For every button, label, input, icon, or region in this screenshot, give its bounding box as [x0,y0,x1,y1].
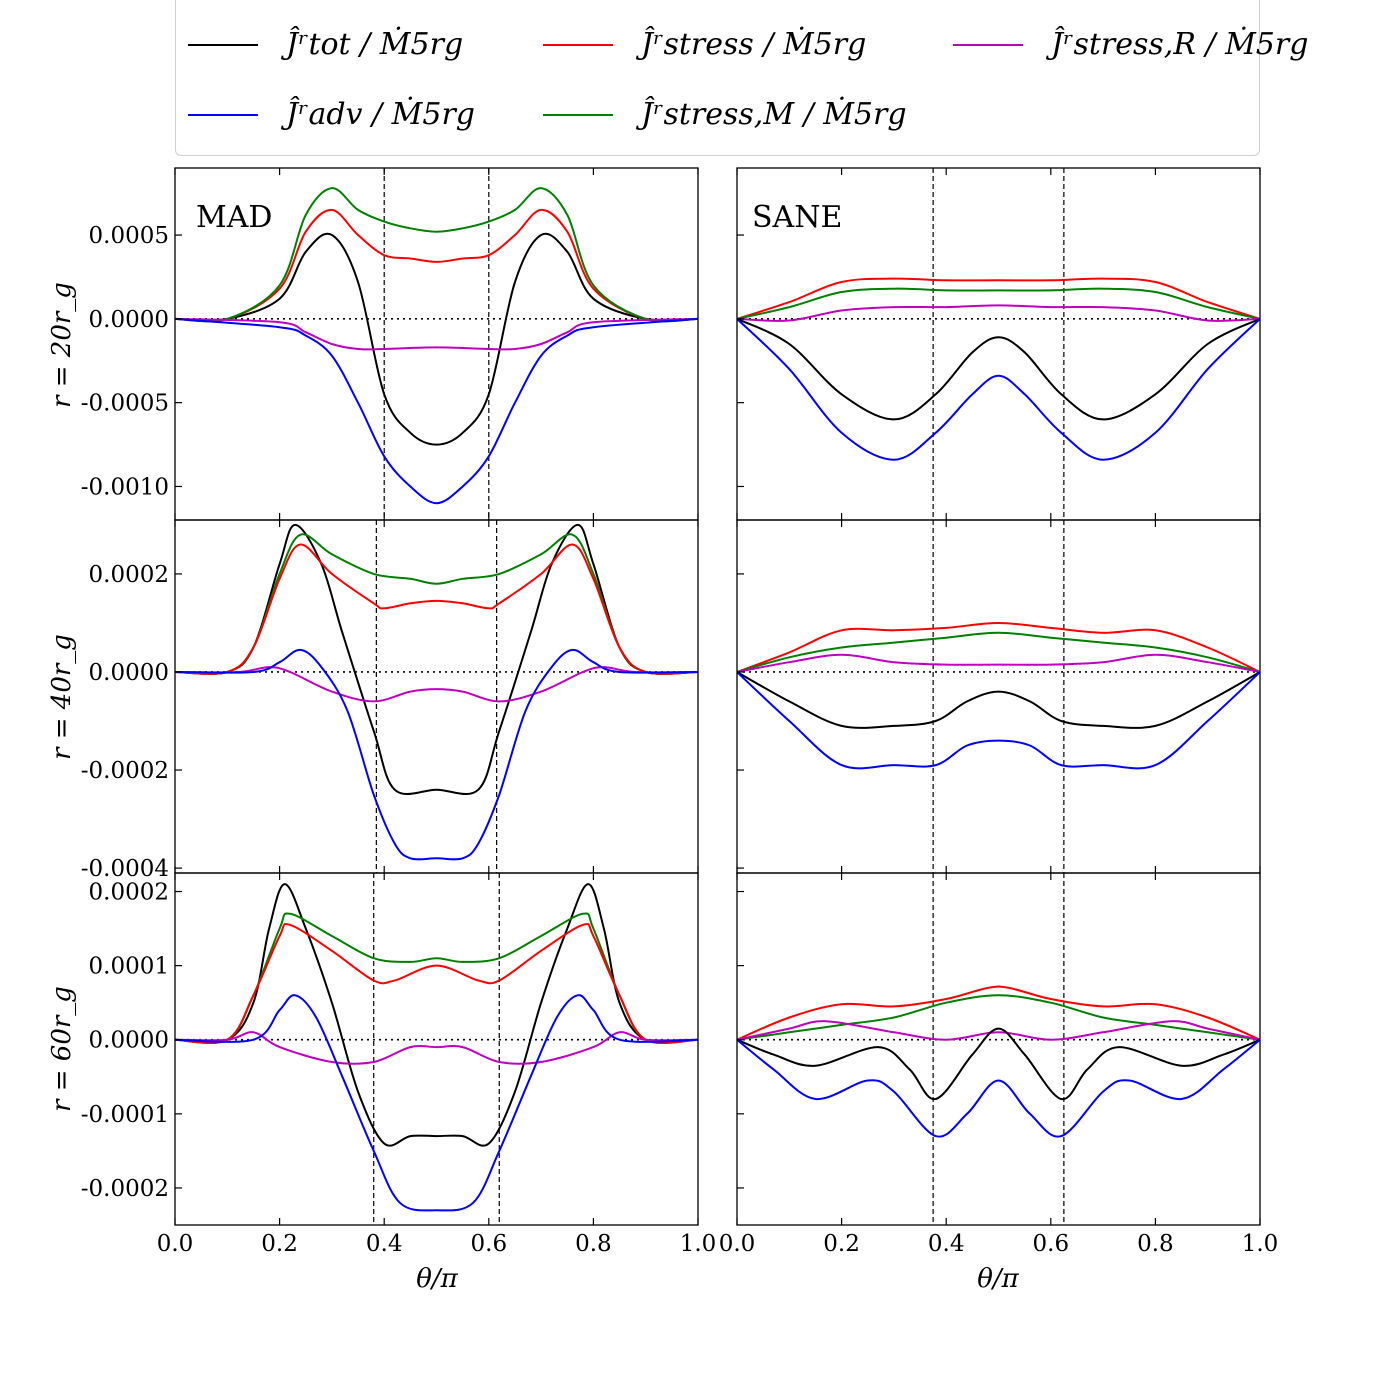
series-stressR [736,1020,1261,1041]
series-stressR [174,666,699,703]
legend-swatch-adv [188,113,258,116]
column-label-sane: SANE [752,200,842,235]
series-stress [736,985,1261,1041]
y-tick-label: -0.0010 [81,474,169,500]
y-tick-label: 0.0002 [89,880,169,906]
series-stressM [736,287,1261,320]
panel-1 [736,167,1261,521]
series-adv [736,671,1261,770]
panel-4: 0.0002 0.0001 0.0000 -0.0001 -0.0002 0.0 0.2 0.… [81,872,717,1257]
panel-0: 0.0005 0.0000 -0.0005 -0.0010 [81,167,699,521]
axes-frame [736,519,1261,874]
series-stressM [736,631,1261,673]
legend-swatch-stress-m [543,113,613,116]
y-tick-label: 0.0000 [89,660,169,686]
series-tot [174,232,699,446]
panel-3 [736,519,1261,874]
series-stressR [736,304,1261,322]
series-stress [736,277,1261,320]
panel-5: 0.0 0.2 0.4 0.6 0.8 1.0 [719,872,1279,1257]
legend-label-stress-m: Ĵʳstress,M / Ṁ5rg [641,97,907,132]
column-label-mad: MAD [196,200,272,235]
axes-frame [174,519,699,874]
series-stress [174,922,699,1044]
legend-label-adv: Ĵʳadv / Ṁ5rg [286,97,476,132]
legend: Ĵʳtot / Ṁ5rg Ĵʳstress / Ṁ5rg Ĵʳstress,R … [175,0,1308,156]
legend-item-tot: Ĵʳtot / Ṁ5rg [188,27,463,62]
y-tick-label: -0.0005 [81,391,169,417]
legend-item-stress-m: Ĵʳstress,M / Ṁ5rg [543,97,907,132]
y-tick-label: 0.0000 [89,307,169,333]
x-tick-label: 0.4 [928,1231,965,1257]
series-stressR [174,317,699,351]
x-tick-label: 0.8 [1137,1231,1174,1257]
legend-item-stress: Ĵʳstress / Ṁ5rg [543,27,866,62]
series-tot [174,883,699,1147]
series-tot [736,671,1261,729]
legend-label-tot: Ĵʳtot / Ṁ5rg [286,27,464,62]
legend-swatch-tot [188,43,258,46]
y-tick-label: 0.0005 [89,223,169,249]
row-label-r40: r = 40r_g [47,634,77,760]
x-tick-label: 0.8 [575,1231,612,1257]
y-tick-label: -0.0002 [81,1176,169,1202]
x-tick-label: 0.2 [261,1231,298,1257]
x-axis-label-right: θ/π [977,1264,1019,1294]
row-label-r60: r = 60r_g [47,986,77,1112]
x-axis-label-left: θ/π [416,1264,458,1294]
y-tick-label: 0.0000 [89,1028,169,1054]
panel-2: 0.0002 0.0000 -0.0002 -0.0004 [81,519,699,882]
x-tick-label: 0.2 [823,1231,860,1257]
series-stress [174,543,699,675]
series-stressR [174,1031,699,1065]
x-tick-label: 0.6 [1033,1231,1070,1257]
x-tick-label: 0.0 [157,1231,194,1257]
x-tick-label: 0.6 [471,1231,508,1257]
y-tick-label: -0.0001 [81,1102,169,1128]
series-adv [174,648,699,861]
y-tick-label: 0.0001 [89,954,169,980]
legend-item-stress-r: Ĵʳstress,R / Ṁ5rg [953,27,1308,62]
series-stressM [736,994,1261,1041]
axes-frame [736,872,1261,1226]
series-stressM [174,533,699,675]
legend-swatch-stress-r [953,43,1023,46]
series-tot [174,523,699,796]
x-tick-label: 1.0 [680,1231,717,1257]
series-tot [736,317,1261,421]
series-adv [736,1038,1261,1138]
series-stress [174,208,699,323]
legend-swatch-stress [543,43,613,46]
series-adv [174,317,699,505]
axes-frame [174,872,699,1226]
series-stressM [174,912,699,1044]
x-tick-label: 1.0 [1242,1231,1279,1257]
series-stress [736,621,1261,673]
series-adv [736,318,1261,461]
y-tick-label: 0.0002 [89,562,169,588]
series-stressM [174,187,699,323]
y-tick-label: -0.0004 [81,856,169,882]
series-tot [736,1027,1261,1101]
row-label-r20: r = 20r_g [47,282,77,408]
x-tick-label: 0.0 [719,1231,756,1257]
legend-item-adv: Ĵʳadv / Ṁ5rg [188,97,475,132]
legend-label-stress: Ĵʳstress / Ṁ5rg [641,27,867,62]
series-stressR [736,653,1261,673]
series-adv [174,994,699,1212]
legend-label-stress-r: Ĵʳstress,R / Ṁ5rg [1051,27,1309,62]
x-tick-label: 0.4 [366,1231,403,1257]
y-tick-label: -0.0002 [81,758,169,784]
